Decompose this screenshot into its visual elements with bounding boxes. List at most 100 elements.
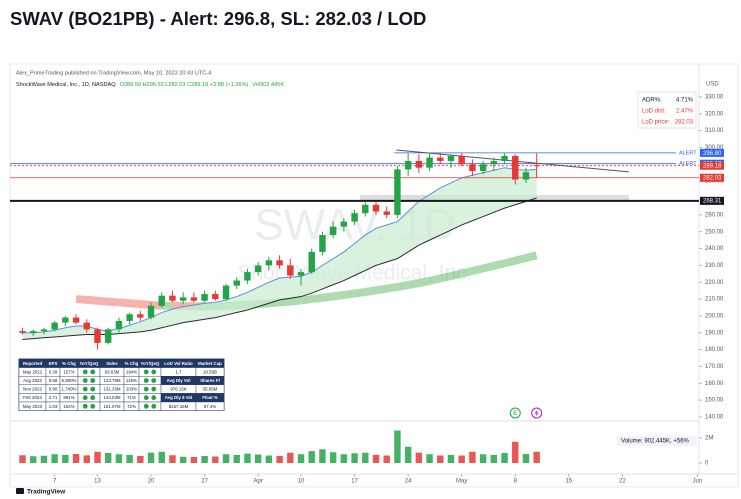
stat-value: 2.47% <box>676 109 694 115</box>
fundamentals-table: Reported EPS% Chg YoY/QoQ Sales% Chg YoY/QoQ… <box>18 358 225 411</box>
table-text: 1.7 <box>175 369 182 374</box>
table-text: May 2023 <box>23 404 43 409</box>
volume-bar <box>490 454 498 463</box>
ribbon <box>343 289 356 299</box>
volume-bar <box>415 452 423 463</box>
table-text: 116% <box>126 378 137 383</box>
candle-body <box>512 155 519 180</box>
candle-body <box>244 272 251 281</box>
volume-bar <box>29 456 37 463</box>
candle-body <box>404 160 412 170</box>
ribbon <box>396 281 409 291</box>
ribbon <box>364 286 377 296</box>
y-tick-label: 310.00 <box>705 128 724 134</box>
candle-body <box>265 260 273 266</box>
candle-body <box>533 165 540 167</box>
ohlc: O289.50 H296.53 L282.03 C289.18 +3.88 (+… <box>120 82 249 88</box>
publisher: Alex_PrimeTrading published on TradingVi… <box>16 70 211 76</box>
volume-bar <box>340 454 348 463</box>
ribbon <box>321 292 334 302</box>
candle-body <box>340 221 348 227</box>
volume-bar <box>222 454 230 463</box>
volume-bar <box>72 454 80 463</box>
table-header-text: Shares Fl <box>200 378 220 383</box>
volume-bar <box>426 454 433 463</box>
candle-body <box>297 272 305 276</box>
table-text: 6,900% <box>62 378 77 383</box>
candle-body <box>329 226 337 236</box>
event-icon <box>509 407 521 419</box>
table-text: $167.16M <box>169 404 189 409</box>
table-dot <box>151 386 157 392</box>
table-dot <box>143 403 149 409</box>
stat-value: 4.71% <box>676 98 694 104</box>
table-cell <box>138 401 162 411</box>
table-dot <box>90 378 96 383</box>
table-dot <box>151 403 157 409</box>
table-dot <box>143 395 149 401</box>
candle-body <box>137 314 144 318</box>
table-dot <box>151 395 157 401</box>
table-cell <box>138 393 162 403</box>
table-text: 0.39 <box>49 369 58 374</box>
level-tag-label: 289.18 <box>703 164 722 170</box>
volume-bar <box>147 452 155 463</box>
table-text: 976.13K <box>170 387 186 392</box>
candle-body <box>437 157 444 161</box>
candle-body <box>94 329 101 343</box>
table-text: 161.07M <box>103 404 120 409</box>
table-header-text: Avg Dly $ Vol <box>165 395 193 400</box>
level-tag <box>700 148 724 157</box>
volume-bar <box>351 453 358 463</box>
x-tick-label: 20 <box>148 479 155 485</box>
ribbon <box>289 296 302 306</box>
volume-bar <box>297 454 305 463</box>
table-header-text: % Chg <box>125 361 139 366</box>
ribbon <box>86 295 98 305</box>
volume-bar <box>533 451 540 463</box>
volume-bar <box>437 455 444 463</box>
x-tick-label: 22 <box>619 479 626 485</box>
ribbon <box>375 284 388 295</box>
stat-label: LoD price: <box>642 120 670 126</box>
table-cell <box>138 376 162 386</box>
table-dot <box>151 378 157 383</box>
volume-bar <box>126 454 133 463</box>
table-dot <box>151 369 157 375</box>
candle-body <box>426 157 433 168</box>
ribbon <box>492 259 506 270</box>
ribbon <box>503 256 517 268</box>
table-dot <box>82 369 88 375</box>
table-text: 157% <box>63 369 74 374</box>
candle-body <box>501 155 508 161</box>
table-text: Feb 2023 <box>23 395 42 400</box>
table-text: May 2022 <box>23 369 43 374</box>
ribbon <box>439 272 452 283</box>
x-tick-label: 15 <box>565 479 572 485</box>
volume-bar <box>40 455 48 463</box>
table-header-text: LoD Vol Ratio <box>164 361 193 366</box>
table-cell <box>77 393 101 403</box>
candle-body <box>394 169 401 215</box>
volume-bar <box>254 454 262 463</box>
candle-body <box>51 322 58 330</box>
table-cell <box>138 367 162 377</box>
volume-bar <box>104 453 112 463</box>
candle-body <box>190 297 198 301</box>
y-tick-label: 190.00 <box>705 330 724 336</box>
candle-body <box>479 164 487 172</box>
candle-body <box>522 172 530 180</box>
candle-body <box>490 160 498 165</box>
candle-body <box>19 331 26 333</box>
ribbon <box>482 261 495 273</box>
table-dot <box>90 395 96 401</box>
volume-bar <box>404 446 412 463</box>
table-cell <box>195 401 225 411</box>
candle-body <box>158 295 165 306</box>
candle-body <box>415 160 423 168</box>
table-dot <box>90 403 96 409</box>
stat-value: 282.03 <box>675 120 694 126</box>
ribbon <box>332 291 345 301</box>
x-tick-label: 10 <box>298 479 305 485</box>
